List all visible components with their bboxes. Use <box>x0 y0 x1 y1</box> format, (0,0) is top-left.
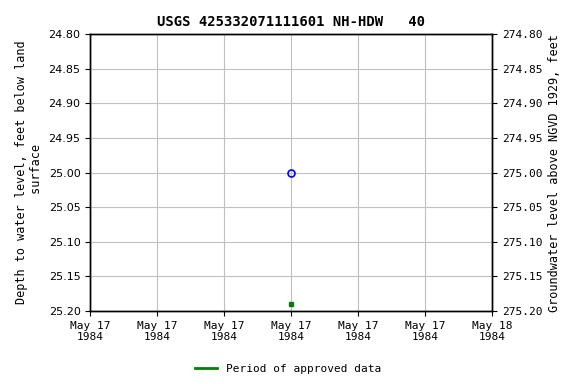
Y-axis label: Depth to water level, feet below land
 surface: Depth to water level, feet below land su… <box>15 41 43 305</box>
Legend: Period of approved data: Period of approved data <box>191 359 385 379</box>
Title: USGS 425332071111601 NH-HDW   40: USGS 425332071111601 NH-HDW 40 <box>157 15 425 29</box>
Y-axis label: Groundwater level above NGVD 1929, feet: Groundwater level above NGVD 1929, feet <box>548 34 561 311</box>
